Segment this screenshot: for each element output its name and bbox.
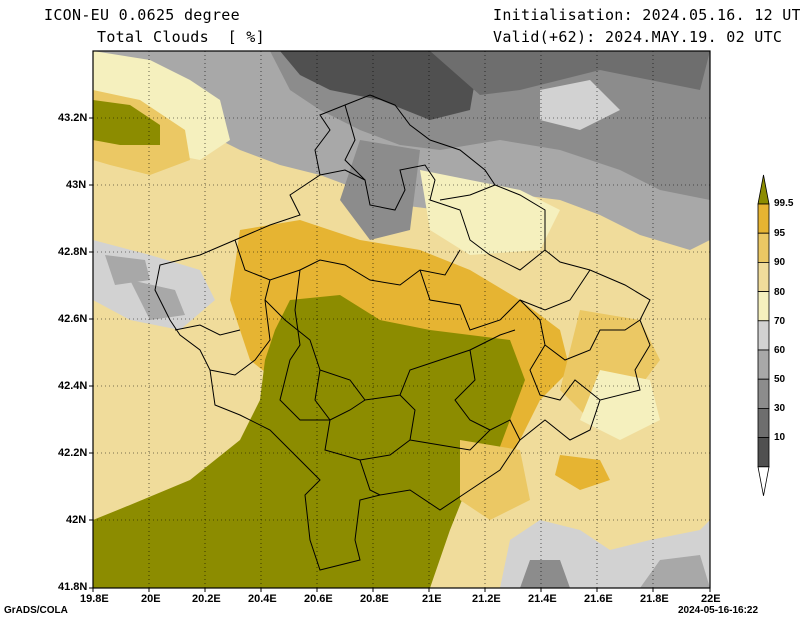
model-title: ICON-EU 0.0625 degree: [44, 6, 240, 24]
lat-label: 43N: [66, 179, 87, 191]
colorbar-label: 10: [774, 432, 786, 443]
administrative-boundaries: [154, 94, 651, 571]
valid-time: Valid(+62): 2024.MAY.19. 02 UTC: [493, 28, 783, 46]
colorbar-label: 50: [774, 374, 786, 385]
lat-label: 42.6N: [58, 313, 88, 325]
footer-timestamp: 2024-05-16-16:22: [678, 605, 759, 616]
lon-label: 19.8E: [80, 593, 109, 605]
lon-label: 21.8E: [640, 593, 669, 605]
cloud-field: [93, 51, 710, 588]
colorbar-label: 90: [774, 257, 786, 268]
colorbar-label: 99.5: [774, 198, 794, 209]
lat-label: 42.8N: [58, 246, 88, 258]
init-time: Initialisation: 2024.05.16. 12 UTC: [493, 6, 800, 24]
lon-label: 21.6E: [584, 593, 613, 605]
lon-label: 20.8E: [360, 593, 389, 605]
lon-label: 21.2E: [472, 593, 501, 605]
colorbar-label: 80: [774, 287, 786, 298]
graticule: [93, 51, 710, 588]
lon-label: 21.4E: [528, 593, 557, 605]
lat-label: 42.4N: [58, 380, 88, 392]
lon-label: 20.4E: [248, 593, 277, 605]
lon-label: 20E: [141, 593, 161, 605]
lon-label: 20.6E: [304, 593, 333, 605]
lat-label: 42.2N: [58, 447, 88, 459]
variable-title: Total Clouds [ %]: [97, 28, 265, 46]
colorbar-label: 60: [774, 345, 786, 356]
lon-label: 21E: [422, 593, 442, 605]
footer-software: GrADS/COLA: [4, 605, 68, 616]
lat-label: 42N: [66, 514, 87, 526]
colorbar-label: 30: [774, 403, 786, 414]
lon-label: 22E: [701, 593, 721, 605]
lon-label: 20.2E: [192, 593, 221, 605]
colorbar-label: 95: [774, 228, 786, 239]
lat-label: 41.8N: [58, 581, 88, 593]
colorbar-label: 70: [774, 316, 786, 327]
lat-label: 43.2N: [58, 112, 88, 124]
